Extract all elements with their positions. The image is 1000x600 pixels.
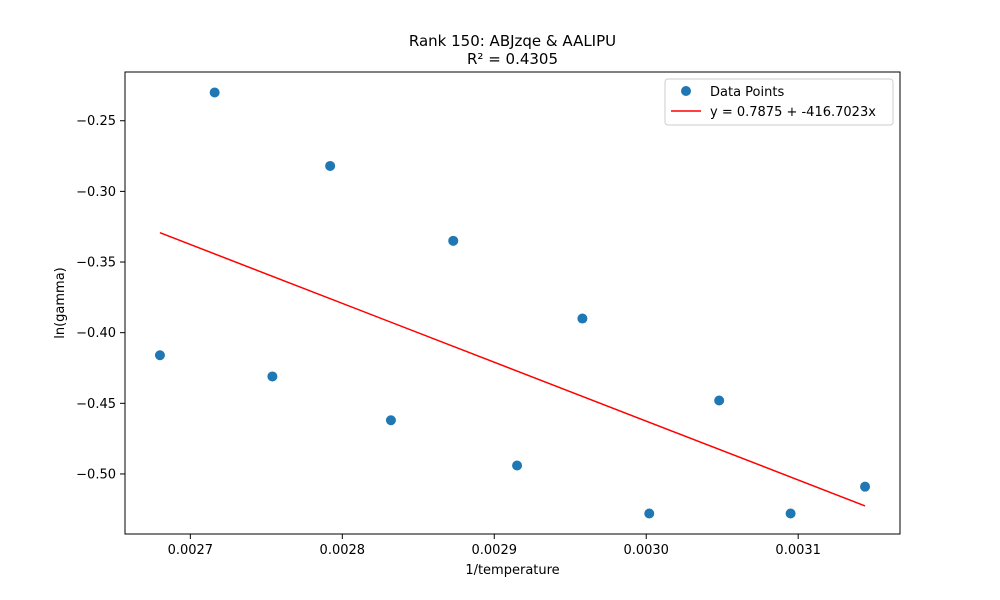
- y-tick-label-3: −0.35: [76, 256, 116, 271]
- x-ticks: 0.0027 0.0028 0.0029 0.0030 0.0031: [168, 534, 821, 558]
- x-tick-label-5: 0.0031: [775, 543, 821, 558]
- data-point-6: [448, 235, 459, 246]
- data-point-12: [860, 481, 871, 492]
- x-tick-label-3: 0.0029: [472, 543, 518, 558]
- y-tick-label-6: −0.50: [76, 467, 116, 482]
- fit-line-layer: [159, 232, 866, 507]
- data-point-7: [512, 460, 523, 471]
- fit-line: [159, 232, 866, 507]
- legend-box: [664, 78, 894, 126]
- legend-label-data-points: Data Points: [710, 85, 784, 100]
- data-point-5: [385, 415, 396, 426]
- data-point-8: [577, 313, 588, 324]
- points-layer: [154, 87, 871, 519]
- x-tick-label-1: 0.0027: [168, 543, 214, 558]
- x-tick-label-4: 0.0030: [623, 543, 669, 558]
- y-tick-label-1: −0.25: [76, 114, 116, 129]
- plot-frame: [124, 71, 901, 535]
- chart-title: Rank 150: ABJzqe & AALIPU: [409, 32, 616, 50]
- data-point-1: [154, 350, 165, 361]
- data-point-11: [785, 508, 796, 519]
- data-point-3: [267, 371, 278, 382]
- y-tick-label-4: −0.40: [76, 326, 116, 341]
- x-axis-label: 1/temperature: [465, 563, 559, 578]
- chart-subtitle: R² = 0.4305: [467, 50, 558, 68]
- y-ticks: −0.25 −0.30 −0.35 −0.40 −0.45 −0.50: [76, 114, 125, 482]
- y-axis-label: ln(gamma): [53, 267, 68, 339]
- legend-label-fit-line: y = 0.7875 + -416.7023x: [710, 105, 876, 120]
- x-tick-label-2: 0.0028: [320, 543, 366, 558]
- y-tick-label-2: −0.30: [76, 185, 116, 200]
- legend: Data Points y = 0.7875 + -416.7023x: [664, 78, 894, 126]
- data-point-9: [644, 508, 655, 519]
- data-point-2: [209, 87, 220, 98]
- data-point-10: [714, 395, 725, 406]
- y-tick-label-5: −0.45: [76, 397, 116, 412]
- data-point-4: [325, 160, 336, 171]
- legend-marker-data-points: [681, 86, 691, 96]
